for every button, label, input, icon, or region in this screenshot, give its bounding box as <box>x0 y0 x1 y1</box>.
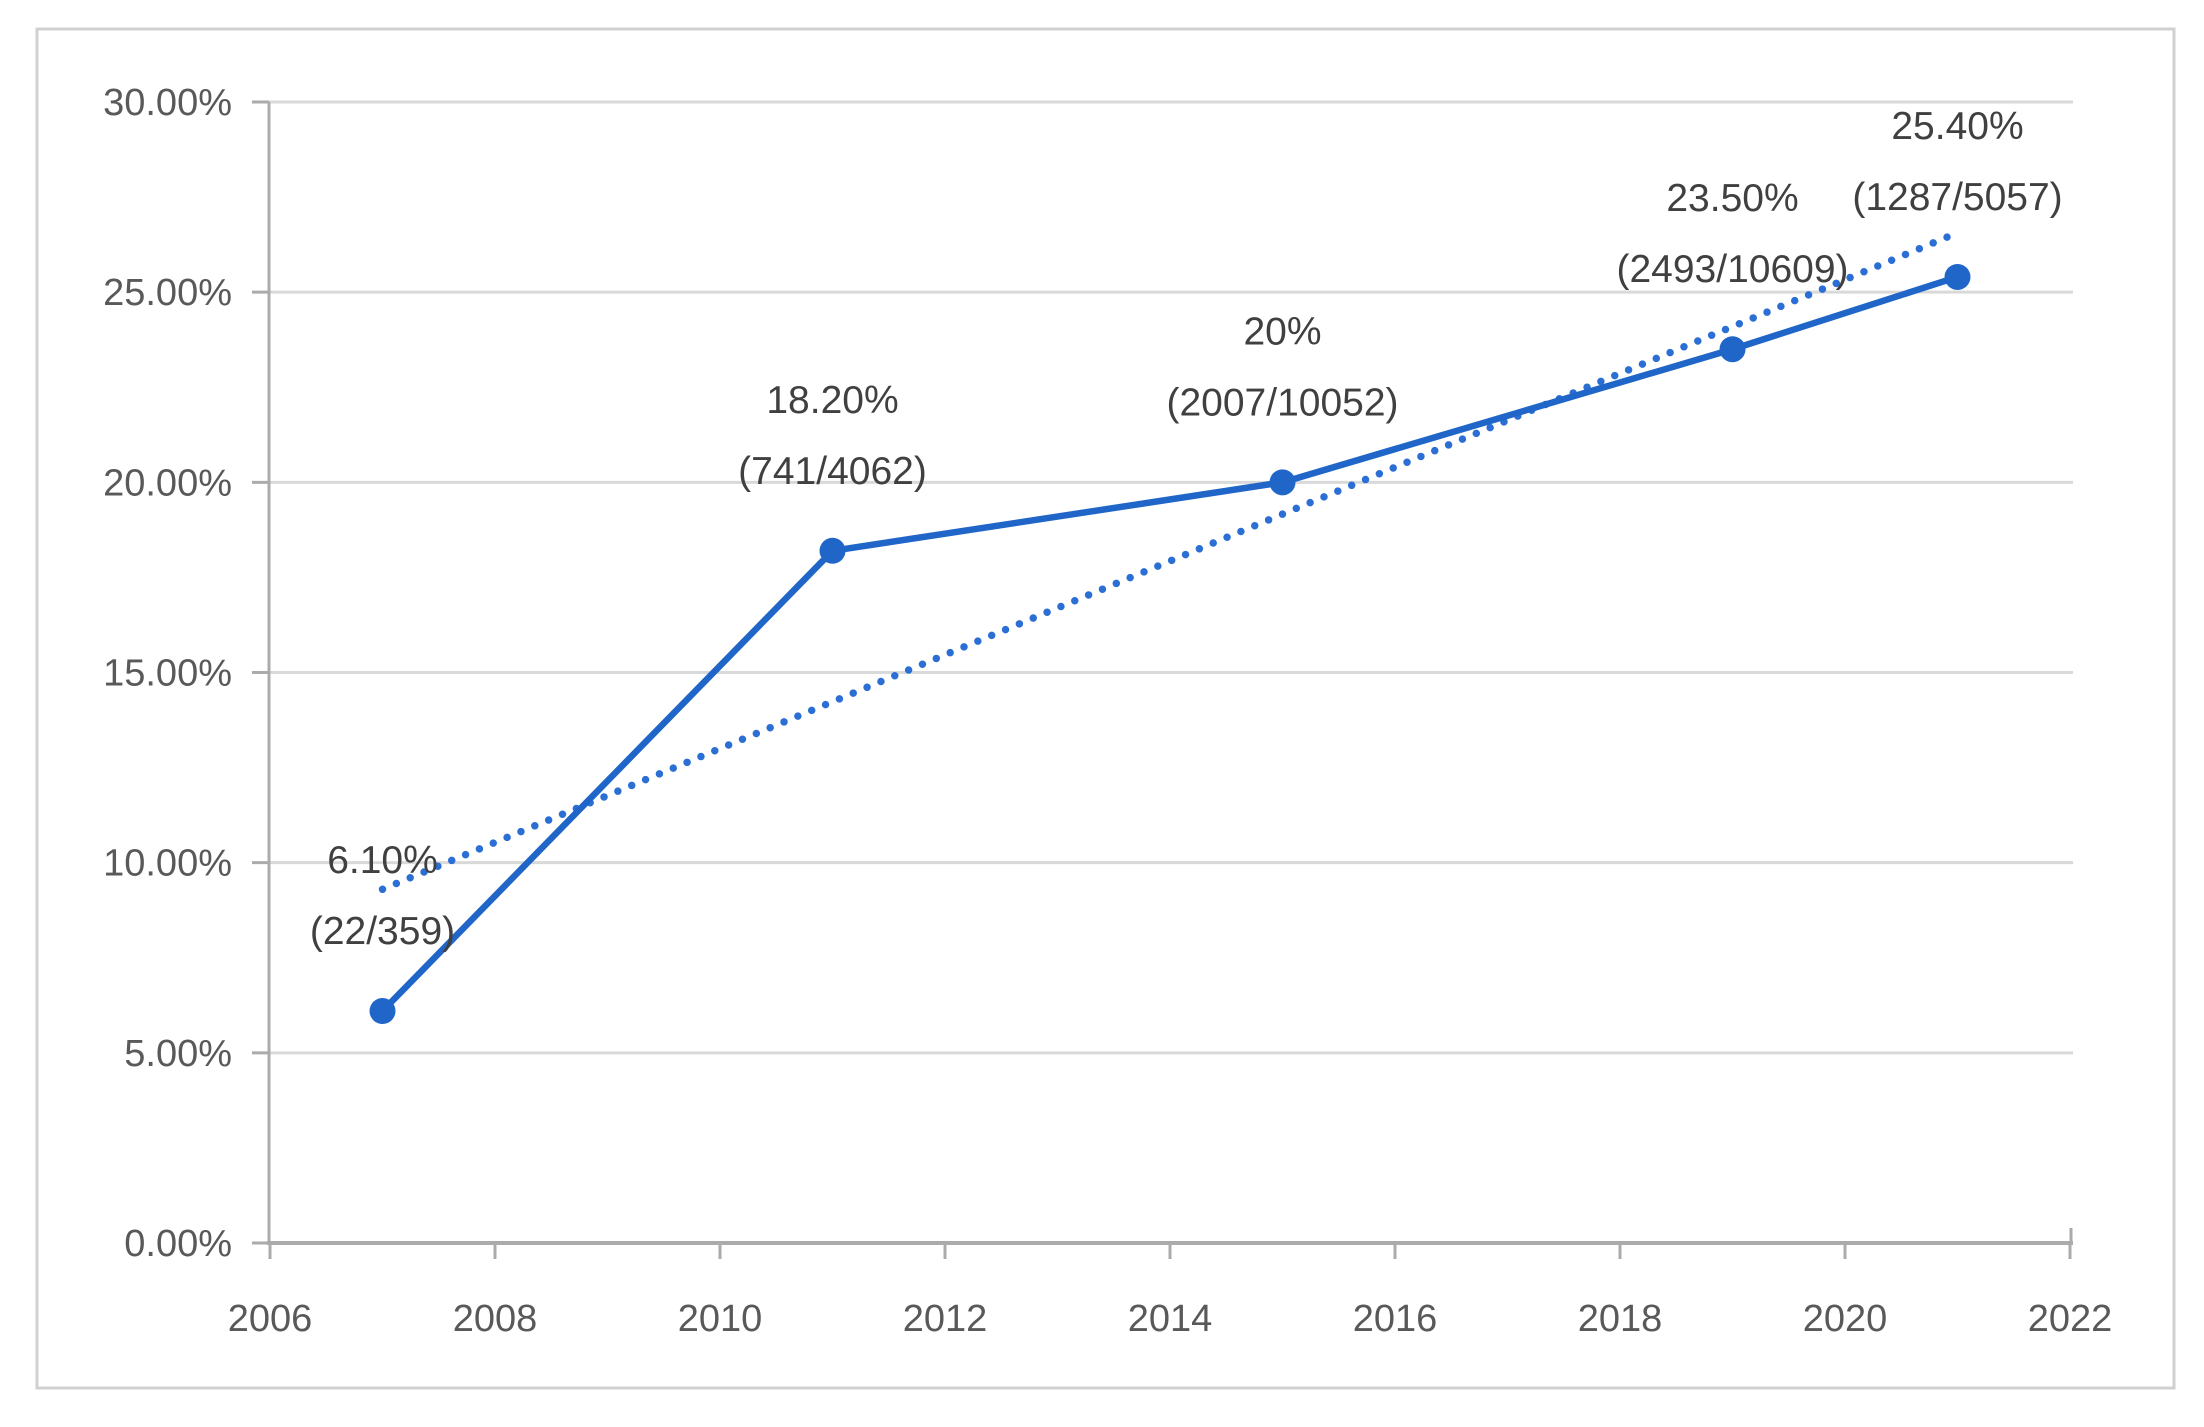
data-label-pct-2015: 20% <box>1243 310 1321 353</box>
data-label-pct-2019: 23.50% <box>1666 177 1798 220</box>
axis-tick-labels: 0.00% 5.00% 10.00% 15.00% 20.00% 25.00% 30.00%… <box>103 82 2112 1340</box>
y-tick-label-30pct: 30.00% <box>103 82 232 124</box>
x-tick-label-2006: 2006 <box>228 1298 313 1340</box>
data-label-pct-2007: 6.10% <box>327 839 438 882</box>
marker-2015 <box>1269 469 1296 496</box>
axis-ticks <box>252 100 2072 1259</box>
x-tick-label-2012: 2012 <box>903 1298 988 1340</box>
data-point-markers <box>369 263 1971 1024</box>
y-tick-label-15pct: 15.00% <box>103 653 232 695</box>
marker-2021 <box>1944 263 1971 290</box>
figure-border <box>35 27 2176 1390</box>
marker-2019 <box>1719 336 1746 363</box>
data-label-pct-2011: 18.20% <box>766 379 898 422</box>
data-point-labels: 6.10% (22/359) 18.20% (741/4062) 20% (2007/10… <box>310 105 2063 953</box>
y-tick-label-20pct: 20.00% <box>103 462 232 504</box>
gridlines <box>269 100 2073 1055</box>
y-tick-label-25pct: 25.00% <box>103 272 232 314</box>
x-tick-label-2014: 2014 <box>1128 1298 1213 1340</box>
x-tick-label-2008: 2008 <box>453 1298 538 1340</box>
x-tick-label-2018: 2018 <box>1578 1298 1663 1340</box>
data-label-fraction-2015: (2007/10052) <box>1166 381 1398 424</box>
x-tick-label-2010: 2010 <box>678 1298 763 1340</box>
data-label-fraction-2021: (1287/5057) <box>1852 176 2062 219</box>
data-label-fraction-2011: (741/4062) <box>738 450 927 493</box>
data-label-fraction-2019: (2493/10609) <box>1616 248 1848 291</box>
trendline-dotted <box>378 231 1956 894</box>
marker-2011 <box>819 537 846 564</box>
x-tick-label-2020: 2020 <box>1803 1298 1888 1340</box>
trendline <box>378 231 1956 894</box>
y-tick-label-0pct: 0.00% <box>124 1223 232 1265</box>
x-tick-label-2022: 2022 <box>2028 1298 2113 1340</box>
y-tick-label-5pct: 5.00% <box>124 1033 232 1075</box>
data-label-fraction-2007: (22/359) <box>310 910 455 953</box>
y-tick-label-10pct: 10.00% <box>103 843 232 885</box>
data-label-pct-2021: 25.40% <box>1891 105 2023 148</box>
x-tick-label-2016: 2016 <box>1353 1298 1438 1340</box>
marker-2007 <box>369 997 396 1024</box>
